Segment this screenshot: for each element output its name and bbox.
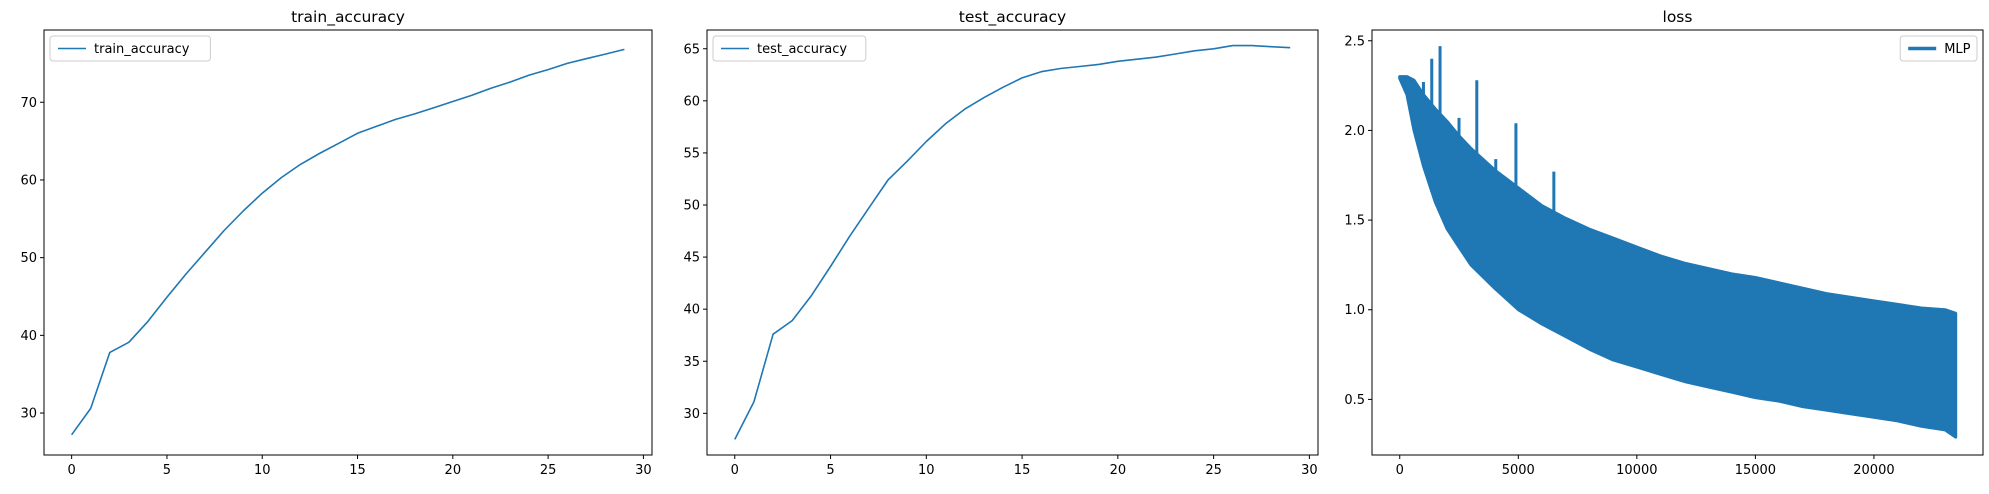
train-y-tick-label: 50 — [20, 251, 37, 266]
test-chart-title: test_accuracy — [959, 8, 1066, 27]
test-y-tick-label: 50 — [683, 199, 700, 214]
train-y-tick-label: 40 — [20, 329, 37, 344]
train-series-line — [72, 49, 625, 434]
train-y-tick-label: 70 — [20, 96, 37, 111]
train-legend-label: train_accuracy — [94, 42, 190, 57]
loss-x-tick-label: 10000 — [1616, 463, 1657, 478]
train-accuracy-panel: train_accuracy 0 5 10 15 20 25 30 30 40 50 60 70 trai… — [20, 8, 652, 478]
loss-x-tick-label: 5000 — [1502, 463, 1535, 478]
test-y-tick-label: 35 — [683, 355, 700, 370]
test-x-tick-label: 0 — [731, 463, 739, 478]
loss-legend: MLP — [1900, 36, 1977, 61]
test-x-tick-label: 10 — [918, 463, 935, 478]
loss-x-tick-label: 20000 — [1853, 463, 1894, 478]
train-x-tick-label: 25 — [540, 463, 557, 478]
train-chart-title: train_accuracy — [291, 8, 405, 27]
test-x-tick-label: 20 — [1110, 463, 1127, 478]
train-x-tick-label: 30 — [635, 463, 652, 478]
test-axes-frame — [707, 30, 1318, 455]
train-x-tick-label: 15 — [349, 463, 366, 478]
test-legend-label: test_accuracy — [757, 42, 847, 57]
loss-y-tick-label: 1.0 — [1344, 303, 1365, 318]
loss-y-tick-label: 2.5 — [1344, 34, 1365, 49]
test-series-line — [735, 46, 1290, 440]
train-x-tick-label: 5 — [163, 463, 171, 478]
test-x-tick-label: 25 — [1205, 463, 1222, 478]
test-y-tick-label: 45 — [683, 251, 700, 266]
loss-chart-title: loss — [1663, 8, 1693, 26]
test-y-tick-label: 60 — [683, 94, 700, 109]
loss-x-tick-label: 15000 — [1735, 463, 1776, 478]
loss-panel: loss 0 5000 10000 15000 20000 0.5 1.0 1.5 2.0 2.5 M… — [1344, 8, 1983, 478]
train-y-tick-label: 30 — [20, 407, 37, 422]
loss-y-tick-label: 2.0 — [1344, 124, 1365, 139]
loss-y-tick-label: 0.5 — [1344, 393, 1365, 408]
train-x-tick-label: 10 — [254, 463, 271, 478]
test-y-tick-label: 40 — [683, 303, 700, 318]
train-axes-frame — [44, 30, 652, 455]
test-x-tick-label: 5 — [826, 463, 834, 478]
loss-series-band — [1400, 77, 1956, 438]
train-legend: train_accuracy — [50, 36, 210, 61]
train-y-tick-label: 60 — [20, 173, 37, 188]
test-y-tick-label: 65 — [683, 42, 700, 57]
train-x-tick-label: 20 — [445, 463, 462, 478]
train-x-tick-label: 0 — [67, 463, 75, 478]
loss-y-tick-label: 1.5 — [1344, 214, 1365, 229]
test-x-tick-label: 30 — [1301, 463, 1318, 478]
test-legend: test_accuracy — [713, 36, 866, 61]
test-accuracy-panel: test_accuracy 0 5 10 15 20 25 30 30 35 40 45 50 55 60 6… — [683, 8, 1318, 478]
loss-x-tick-label: 0 — [1396, 463, 1404, 478]
test-x-tick-label: 15 — [1014, 463, 1031, 478]
test-y-tick-label: 30 — [683, 407, 700, 422]
test-y-tick-label: 55 — [683, 146, 700, 161]
loss-legend-label: MLP — [1944, 42, 1970, 57]
